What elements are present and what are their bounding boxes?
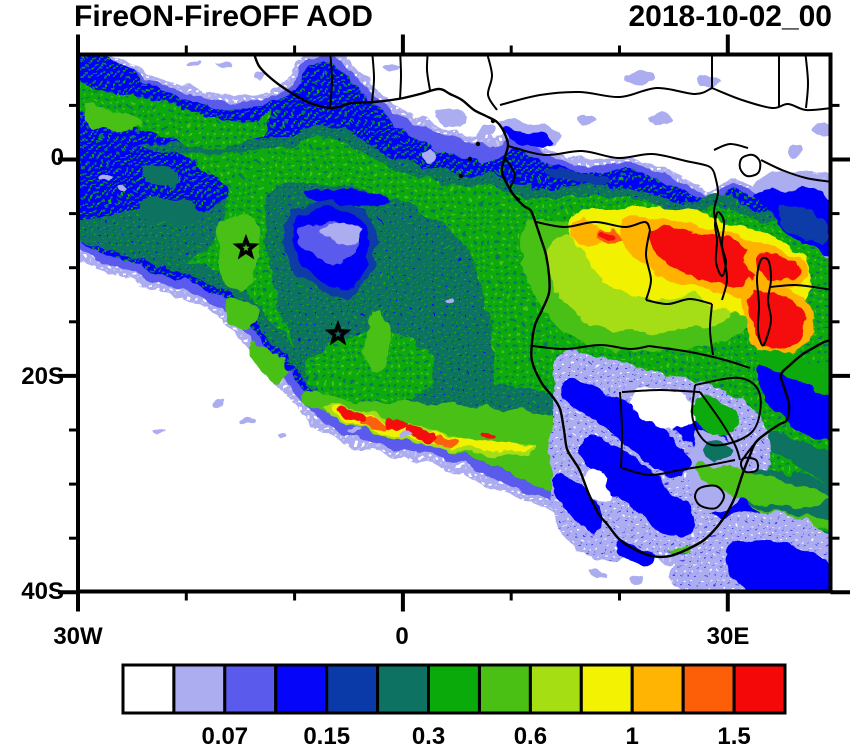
svg-text:2018-10-02_00: 2018-10-02_00: [628, 0, 832, 33]
svg-text:40S: 40S: [21, 578, 64, 605]
svg-text:0: 0: [395, 623, 408, 650]
svg-text:0.15: 0.15: [303, 723, 350, 747]
svg-text:1: 1: [626, 723, 639, 747]
svg-text:20S: 20S: [21, 363, 64, 390]
svg-text:30W: 30W: [53, 623, 103, 650]
svg-text:1.5: 1.5: [717, 723, 750, 747]
svg-text:FireON-FireOFF AOD: FireON-FireOFF AOD: [74, 0, 373, 33]
svg-text:0: 0: [51, 144, 64, 171]
svg-text:0.07: 0.07: [201, 723, 248, 747]
svg-text:0.6: 0.6: [514, 723, 547, 747]
svg-text:0.3: 0.3: [412, 723, 445, 747]
svg-text:30E: 30E: [707, 623, 750, 650]
